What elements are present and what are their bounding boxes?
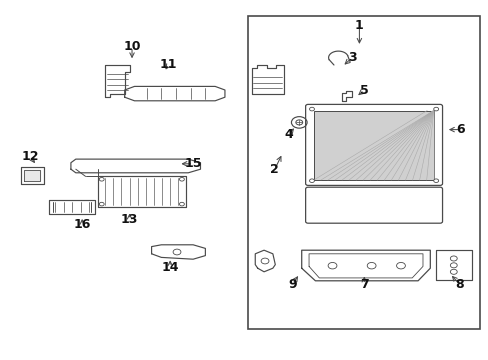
Text: 5: 5 — [359, 84, 368, 96]
Circle shape — [309, 107, 314, 111]
Text: 15: 15 — [184, 157, 202, 170]
Text: 11: 11 — [160, 58, 177, 71]
Text: 12: 12 — [21, 150, 39, 163]
Text: 1: 1 — [354, 19, 363, 32]
Text: 2: 2 — [270, 163, 279, 176]
Text: 6: 6 — [455, 123, 464, 136]
Bar — [247, 16, 479, 329]
Bar — [313, 111, 433, 180]
Text: 7: 7 — [359, 278, 368, 291]
Text: 10: 10 — [123, 40, 141, 53]
Text: 13: 13 — [121, 213, 138, 226]
Text: 9: 9 — [287, 278, 296, 291]
Text: 4: 4 — [284, 129, 292, 141]
Text: 16: 16 — [73, 219, 91, 231]
Text: 8: 8 — [454, 278, 463, 291]
Text: 3: 3 — [347, 51, 356, 64]
Circle shape — [433, 107, 438, 111]
Polygon shape — [24, 170, 40, 181]
Text: 14: 14 — [161, 261, 179, 274]
Circle shape — [433, 179, 438, 183]
Circle shape — [309, 179, 314, 183]
